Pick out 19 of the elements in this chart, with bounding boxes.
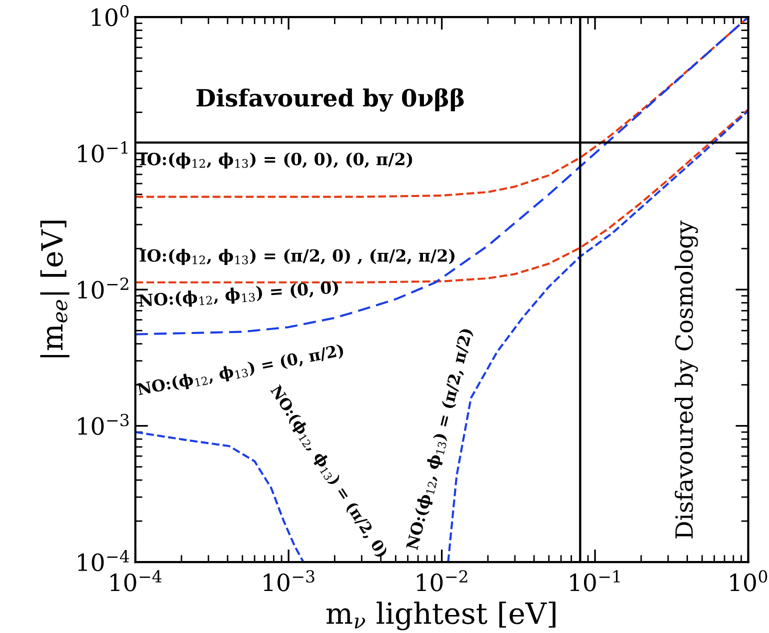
x-tick-label: 10$^{−3}$ — [264, 570, 314, 592]
y-tick-label: 10$^{−3}$ — [78, 414, 129, 435]
annotation: Disfavoured by Cosmology — [674, 220, 698, 538]
annotation: IO:(ϕ$_{12}$, ϕ$_{13}$) = (π/2, 0) , (π/2, π/2) — [140, 248, 454, 266]
annotation: NO:(ϕ$_{12}$, ϕ$_{13}$) = (π/2, 0) — [268, 384, 389, 560]
x-tick-label: 10$^{−1}$ — [570, 570, 620, 592]
y-axis-title: |m$_{ee}$| [eV] — [40, 220, 70, 358]
annotation: NO:(ϕ$_{12}$, ϕ$_{13}$) = (π/2, π/2) — [406, 328, 476, 551]
y-tick-label: 10$^{−4}$ — [78, 550, 130, 572]
x-tick-label: 10$^{0}$ — [730, 570, 768, 592]
y-tick-label: 10$^{−1}$ — [78, 141, 128, 162]
y-tick-label: 10$^{−2}$ — [78, 278, 128, 299]
x-axis-title: m$_{ν}$ lightest [eV] — [326, 602, 556, 630]
x-tick-label: 10$^{−2}$ — [417, 570, 468, 592]
x-tick-label: 10$^{−4}$ — [110, 570, 162, 592]
y-tick-label: 10$^{0}$ — [92, 5, 129, 26]
annotation: IO:(ϕ$_{12}$, ϕ$_{13}$) = (0, 0), (0, π/2) — [140, 152, 412, 169]
annotation: NO:(ϕ$_{12}$, ϕ$_{13}$) = (0, 0) — [138, 280, 339, 310]
annotation: Disfavoured by 0νββ — [196, 88, 464, 112]
